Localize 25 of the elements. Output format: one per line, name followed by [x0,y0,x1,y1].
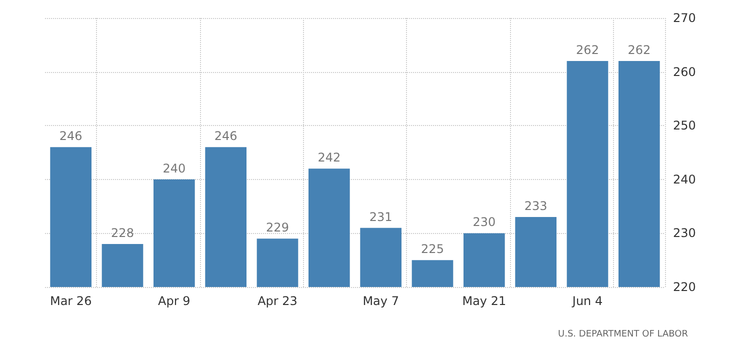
data-label: 242 [318,150,341,165]
x-tick-label: May 21 [462,294,506,308]
data-label: 240 [162,161,186,176]
text: U.S. DEPARTMENT OF LABOR [558,330,688,340]
y-tick-label: 250 [673,118,696,133]
y-tick-label: 260 [673,64,696,79]
data-label: 262 [576,43,599,58]
data-label: 228 [111,226,134,240]
data-label: 246 [214,129,238,144]
data-label: 229 [266,220,289,235]
x-tick-label: Jun 4 [571,294,603,308]
x-tick-label: May 7 [362,294,399,308]
y-tick-label: 230 [673,226,696,240]
x-tick-label: Apr 9 [158,294,190,308]
data-label: 262 [628,43,651,58]
data-label: 233 [524,199,548,214]
data-label: 225 [421,242,444,256]
y-tick-label: 240 [673,172,696,186]
y-tick-label: 220 [673,280,696,294]
data-label: 230 [472,215,496,230]
data-label: 246 [59,129,82,144]
y-tick-label: 270 [673,11,696,25]
x-tick-label: Mar 26 [50,294,92,308]
x-tick-label: Apr 23 [258,294,298,308]
data-label: 231 [369,210,392,224]
